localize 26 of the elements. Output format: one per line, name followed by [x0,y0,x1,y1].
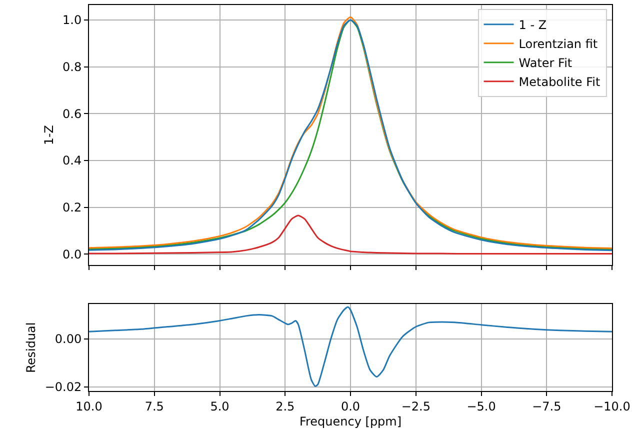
legend-label: Metabolite Fit [518,75,600,90]
x-tick-label: 0.0 [340,399,360,414]
y-axis-title: Residual [24,322,38,373]
legend-label: 1 - Z [518,18,547,32]
y-tick-label: 0.0 [62,247,82,262]
y-axis-title: 1-Z [42,124,56,146]
y-tick-label: 0.8 [62,60,82,74]
y-tick-label: 0.6 [62,106,82,121]
y-tick-label: 0.2 [62,200,82,215]
legend-label: Water Fit [518,56,572,70]
y-tick-label: 1.0 [62,13,82,28]
legend-label: Lorentzian fit [518,37,598,52]
x-tick-label: 2.5 [276,399,295,414]
x-tick-label: −10.0 [594,399,630,414]
x-tick-label: −2.5 [401,399,430,414]
line-series [89,306,612,387]
line-series [89,214,612,254]
x-tick-label: −5.0 [466,399,496,414]
y-tick-label: 0.4 [62,154,82,168]
x-tick-label: −7.5 [532,399,562,414]
y-tick-label: 0.00 [54,332,82,346]
y-tick-label: −0.02 [44,380,82,394]
x-tick-label: 10.0 [76,399,102,414]
x-tick-label: 5.0 [210,399,230,414]
x-axis-title: Frequency [ppm] [299,414,402,428]
x-tick-label: 7.5 [144,399,164,414]
